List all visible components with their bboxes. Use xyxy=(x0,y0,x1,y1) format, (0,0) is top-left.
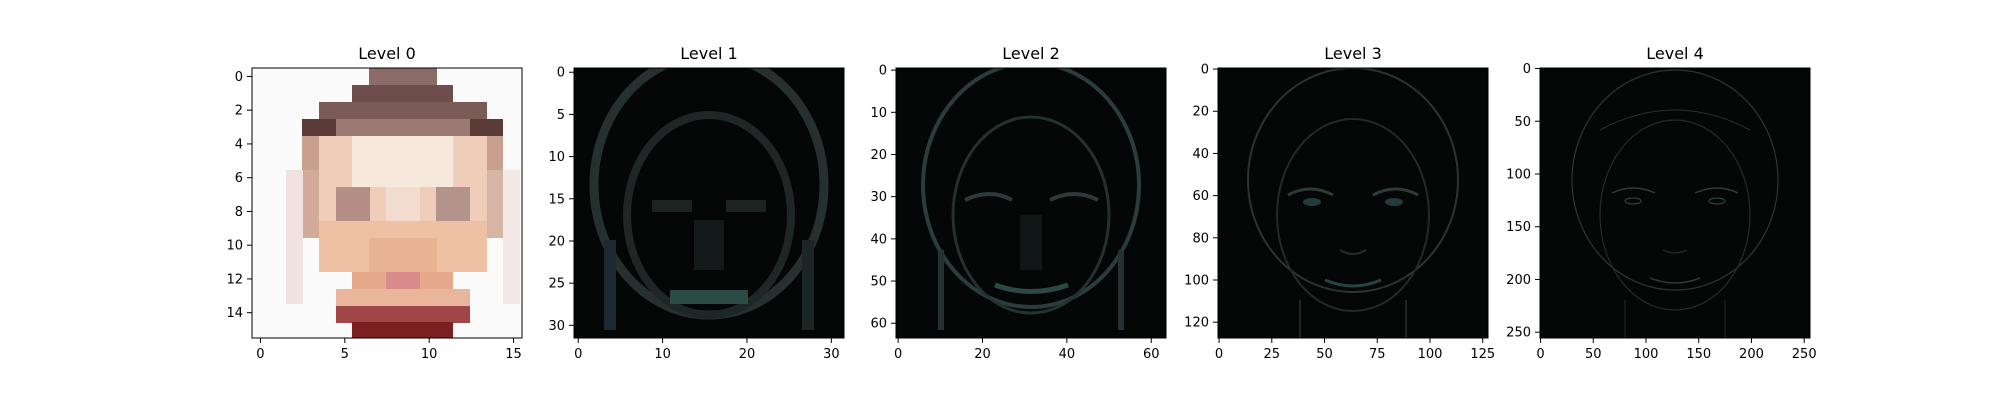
panel-title: Level 0 xyxy=(358,44,416,63)
level-2-image xyxy=(896,68,1166,338)
y-tick-label: 30 xyxy=(870,190,887,205)
x-tick-label: 15 xyxy=(505,347,522,362)
panel-level-0 xyxy=(252,68,520,338)
panel-title: Level 1 xyxy=(680,44,738,63)
x-tick-label: 250 xyxy=(1792,347,1817,362)
x-tick-label: 50 xyxy=(1585,347,1602,362)
axes-frame xyxy=(251,67,523,339)
panel-level-3 xyxy=(1218,68,1488,338)
y-tick-label: 30 xyxy=(548,319,565,334)
x-tick-label: 40 xyxy=(1059,347,1076,362)
y-tick-label: 20 xyxy=(870,148,887,163)
x-tick-label: 10 xyxy=(654,347,671,362)
y-tick-label: 25 xyxy=(548,277,565,292)
y-tick-label: 150 xyxy=(1506,220,1531,235)
x-tick-label: 20 xyxy=(974,347,991,362)
y-tick-label: 0 xyxy=(557,66,565,81)
level-1-image xyxy=(574,68,844,338)
x-tick-label: 200 xyxy=(1739,347,1764,362)
panel-title: Level 4 xyxy=(1646,44,1704,63)
level-3-image xyxy=(1218,68,1488,338)
y-tick-label: 10 xyxy=(548,150,565,165)
x-tick-label: 10 xyxy=(421,347,438,362)
y-tick-label: 20 xyxy=(548,234,565,249)
y-tick-label: 200 xyxy=(1506,273,1531,288)
y-tick-label: 60 xyxy=(870,317,887,332)
y-tick-label: 20 xyxy=(1192,105,1209,120)
x-tick-label: 5 xyxy=(341,347,349,362)
panel-level-1 xyxy=(574,68,844,338)
x-tick-label: 30 xyxy=(823,347,840,362)
x-tick-label: 0 xyxy=(894,347,902,362)
panel-title: Level 3 xyxy=(1324,44,1382,63)
axes-frame xyxy=(1539,67,1811,339)
y-tick-label: 6 xyxy=(235,171,243,186)
y-tick-label: 0 xyxy=(1201,63,1209,78)
panel-level-2 xyxy=(896,68,1166,338)
y-tick-label: 0 xyxy=(879,64,887,79)
y-tick-label: 15 xyxy=(548,192,565,207)
x-tick-label: 75 xyxy=(1369,347,1386,362)
y-tick-label: 0 xyxy=(235,70,243,85)
y-tick-label: 0 xyxy=(1523,62,1531,77)
panel-level-4 xyxy=(1540,68,1810,338)
y-tick-label: 120 xyxy=(1184,316,1209,331)
x-tick-label: 150 xyxy=(1686,347,1711,362)
x-tick-label: 0 xyxy=(1536,347,1544,362)
y-tick-label: 12 xyxy=(226,272,243,287)
x-tick-label: 25 xyxy=(1264,347,1281,362)
y-tick-label: 50 xyxy=(870,275,887,290)
y-tick-label: 5 xyxy=(557,108,565,123)
y-tick-label: 14 xyxy=(226,306,243,321)
panel-title: Level 2 xyxy=(1002,44,1060,63)
y-tick-label: 4 xyxy=(235,137,243,152)
y-tick-label: 100 xyxy=(1506,167,1531,182)
axes-frame xyxy=(573,67,845,339)
y-tick-label: 60 xyxy=(1192,189,1209,204)
axes-frame xyxy=(895,67,1167,339)
y-tick-label: 50 xyxy=(1514,115,1531,130)
x-tick-label: 100 xyxy=(1418,347,1443,362)
y-tick-label: 10 xyxy=(870,106,887,121)
level-4-image xyxy=(1540,68,1810,338)
y-tick-label: 40 xyxy=(870,232,887,247)
y-tick-label: 10 xyxy=(226,239,243,254)
axes-frame xyxy=(1217,67,1489,339)
x-tick-label: 0 xyxy=(574,347,582,362)
y-tick-label: 100 xyxy=(1184,273,1209,288)
x-tick-label: 20 xyxy=(739,347,756,362)
x-tick-label: 100 xyxy=(1634,347,1659,362)
x-tick-label: 0 xyxy=(256,347,264,362)
y-tick-label: 8 xyxy=(235,205,243,220)
level-0-image xyxy=(252,68,520,338)
x-tick-label: 125 xyxy=(1470,347,1495,362)
x-tick-label: 0 xyxy=(1215,347,1223,362)
y-tick-label: 2 xyxy=(235,104,243,119)
y-tick-label: 250 xyxy=(1506,326,1531,341)
y-tick-label: 80 xyxy=(1192,231,1209,246)
y-tick-label: 40 xyxy=(1192,147,1209,162)
x-tick-label: 60 xyxy=(1143,347,1160,362)
x-tick-label: 50 xyxy=(1316,347,1333,362)
